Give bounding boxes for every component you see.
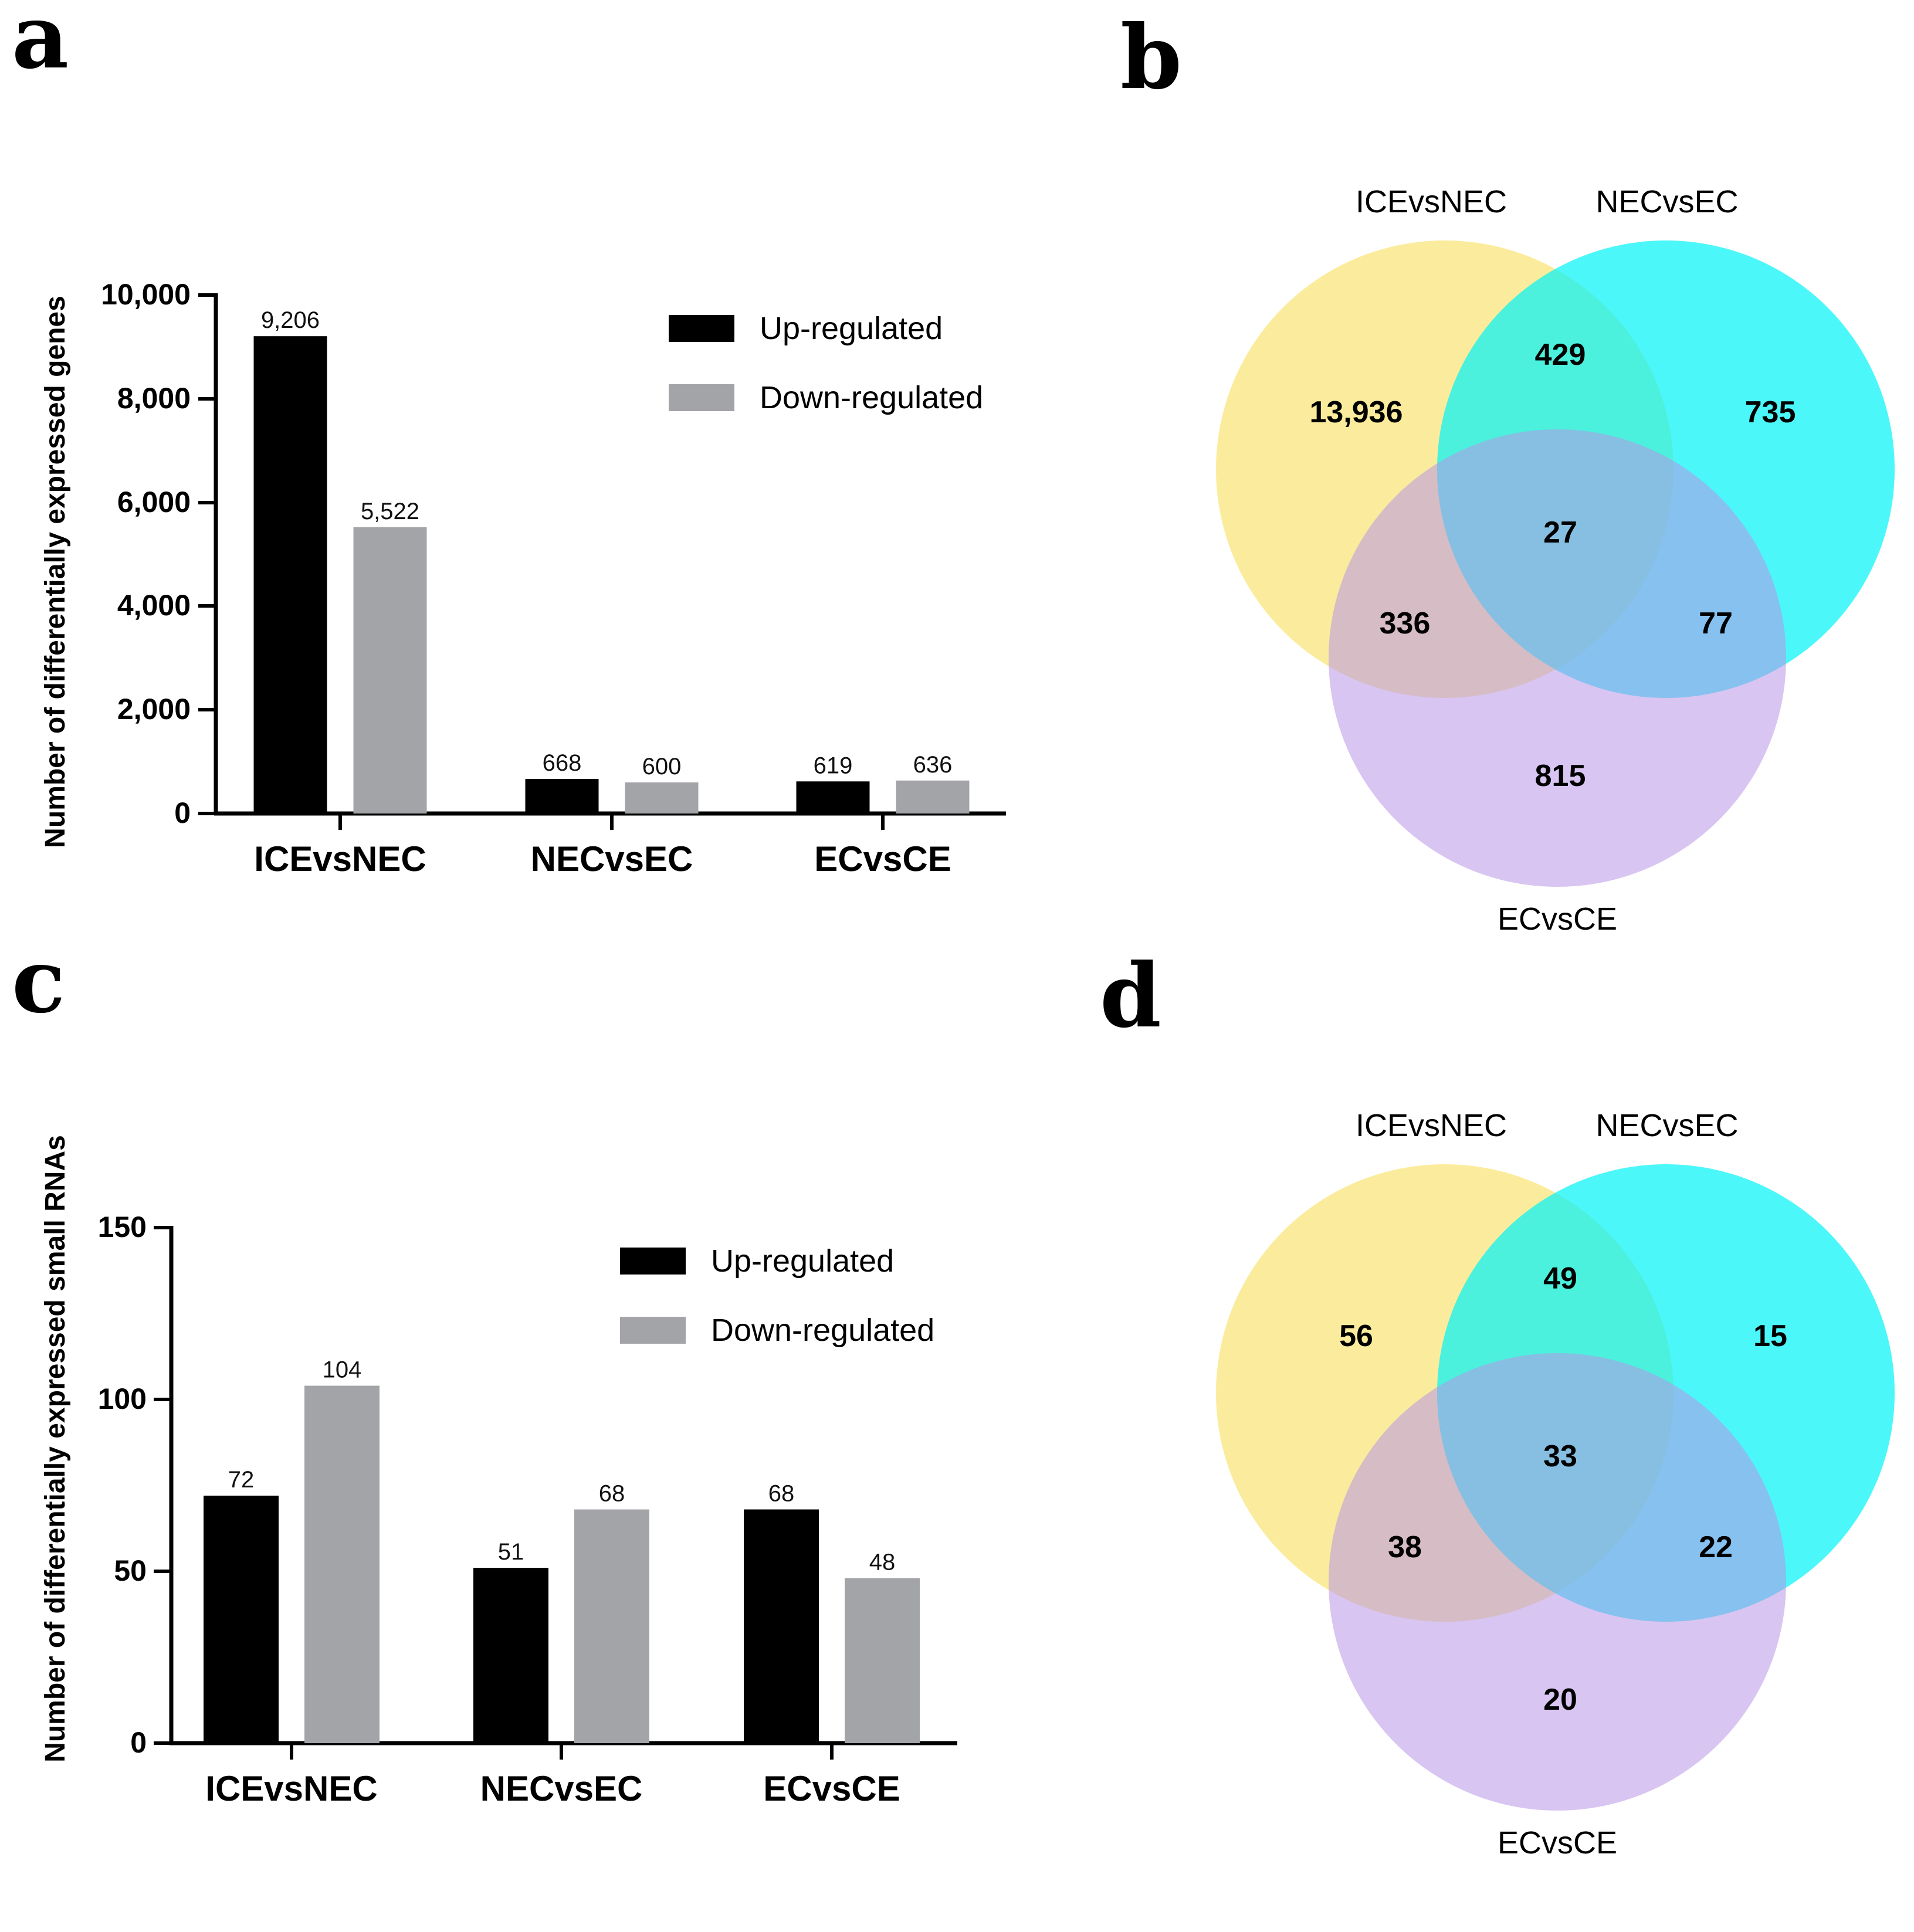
legend: Up-regulated Down-regulated (620, 1243, 934, 1348)
venn-region-1-2-3: 27 (1543, 516, 1577, 550)
bar-value-label: 5,522 (361, 499, 419, 524)
venn-region-only-1: 13,936 (1309, 395, 1403, 429)
bar-up-necvsec (525, 778, 599, 814)
legend-swatch-down (620, 1317, 686, 1344)
venn-set-label: ICEvsNEC (1356, 184, 1507, 219)
bar-value-label: 668 (543, 750, 582, 776)
legend-label-down: Down-regulated (760, 380, 983, 415)
bar-down-necvsec (625, 782, 699, 814)
value-labels: 72 51 68 104 68 48 (228, 1357, 896, 1575)
bar-up-necvsec (473, 1568, 548, 1743)
venn-set-label: ICEvsNEC (1356, 1108, 1507, 1143)
venn-set-label: NECvsEC (1595, 1108, 1738, 1143)
venn-region-only-2: 15 (1753, 1319, 1787, 1353)
bar-down-ecvsce (896, 780, 970, 814)
x-category-label: ECvsCE (763, 1769, 900, 1808)
venn-set-label: NECvsEC (1595, 184, 1738, 219)
bar-value-label: 636 (913, 752, 953, 778)
venn-set-label: ECvsCE (1498, 1825, 1617, 1860)
bar-up-icevsnec (204, 1496, 279, 1743)
bar-value-label: 68 (768, 1481, 795, 1507)
venn-circle-ecvsce (1329, 1353, 1786, 1811)
y-tick-label: 100 (98, 1382, 147, 1415)
bar-value-label: 9,206 (261, 307, 320, 333)
value-labels: 9,206 668 619 5,522 600 636 (261, 307, 952, 779)
bar-value-label: 48 (869, 1550, 896, 1575)
bar-down-icevsnec (304, 1385, 380, 1743)
venn-diagram-small-rnas: ICEvsNEC NECvsEC ECvsCE 56 49 15 33 38 2… (1216, 1108, 1895, 1860)
y-tick-label: 10,000 (101, 278, 191, 311)
x-axis: ICEvsNEC NECvsEC ECvsCE (170, 1741, 957, 1808)
x-category-label: ICEvsNEC (205, 1769, 377, 1808)
venn-region-only-1: 56 (1339, 1319, 1373, 1353)
bar-down-icevsnec (353, 527, 427, 814)
legend-label-up: Up-regulated (711, 1243, 894, 1279)
legend-label-down: Down-regulated (711, 1313, 934, 1348)
venn-region-1-2: 49 (1543, 1262, 1577, 1296)
bar-value-label: 68 (599, 1481, 625, 1507)
x-category-label: ECvsCE (814, 839, 951, 879)
bar-value-label: 104 (323, 1357, 362, 1383)
panel-letter-a: a (12, 0, 69, 89)
y-axis: 0 2,000 4,000 6,000 8,000 10,000 (101, 278, 218, 829)
venn-region-1-3: 336 (1380, 606, 1431, 640)
y-tick-label: 0 (174, 796, 191, 829)
y-axis-label: Number of differentially expressed genes (40, 296, 71, 848)
y-tick-label: 50 (114, 1554, 147, 1587)
venn-region-2-3: 77 (1699, 606, 1733, 640)
bar-value-label: 72 (228, 1467, 255, 1493)
bar-down-necvsec (574, 1509, 649, 1743)
bar-value-label: 600 (642, 754, 682, 779)
x-axis: ICEvsNEC NECvsEC ECvsCE (214, 811, 1006, 879)
venn-region-only-3: 20 (1543, 1683, 1577, 1717)
legend-label-up: Up-regulated (760, 311, 943, 346)
panel-letter-b: b (1120, 6, 1182, 109)
bar-up-ecvsce (744, 1509, 819, 1743)
bar-up-ecvsce (796, 781, 870, 814)
bar-value-label: 619 (814, 753, 853, 778)
venn-region-only-2: 735 (1745, 395, 1796, 429)
x-category-label: NECvsEC (531, 839, 693, 879)
venn-region-1-3: 38 (1388, 1530, 1422, 1564)
y-axis-label: Number of differentially expressed small… (40, 1135, 71, 1762)
bar-down-ecvsce (845, 1578, 920, 1743)
venn-circle-ecvsce (1329, 429, 1786, 887)
bar-chart-small-rnas: Number of differentially expressed small… (40, 1135, 957, 1808)
x-category-label: ICEvsNEC (254, 839, 426, 879)
legend: Up-regulated Down-regulated (669, 311, 983, 415)
x-category-label: NECvsEC (480, 1769, 643, 1808)
legend-swatch-down (669, 384, 734, 411)
panel-letter-d: d (1100, 944, 1161, 1048)
venn-set-label: ECvsCE (1498, 901, 1617, 937)
venn-region-1-2-3: 33 (1543, 1439, 1577, 1473)
venn-region-2-3: 22 (1699, 1530, 1733, 1564)
bar-value-label: 51 (498, 1539, 524, 1565)
y-tick-label: 0 (130, 1726, 147, 1759)
bars (204, 1385, 920, 1743)
legend-swatch-up (669, 315, 734, 342)
y-tick-label: 2,000 (117, 693, 191, 726)
legend-swatch-up (620, 1248, 686, 1275)
y-tick-label: 8,000 (117, 382, 191, 415)
bar-up-icevsnec (253, 336, 327, 814)
y-tick-label: 6,000 (117, 486, 191, 518)
venn-diagram-genes: ICEvsNEC NECvsEC ECvsCE 13,936 429 735 2… (1216, 184, 1895, 937)
venn-region-only-3: 815 (1535, 759, 1586, 793)
y-tick-label: 150 (98, 1211, 147, 1243)
venn-region-1-2: 429 (1535, 338, 1586, 372)
bars (253, 336, 970, 814)
y-axis: 0 50 100 150 (98, 1211, 174, 1759)
bar-chart-genes: Number of differentially expressed genes… (40, 278, 1006, 879)
panel-letter-c: c (12, 930, 65, 1033)
y-tick-label: 4,000 (117, 589, 191, 622)
